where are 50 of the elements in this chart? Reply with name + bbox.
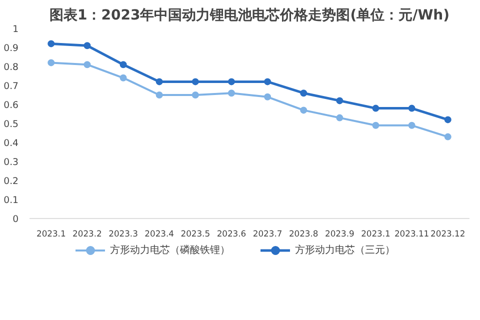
y-tick-label: 0	[12, 214, 19, 225]
y-tick-label: 0.4	[4, 138, 19, 149]
point	[408, 122, 416, 129]
chart-title: 图表1：2023年中国动力锂电池电芯价格走势图(单位：元/Wh)	[49, 8, 450, 24]
x-tick-label: 2023.7	[252, 228, 282, 238]
point	[264, 93, 272, 100]
x-tick-label: 2023.11	[394, 228, 430, 238]
x-tick-label: 2023.9	[325, 228, 354, 238]
point	[156, 78, 163, 86]
point	[156, 92, 163, 98]
point	[372, 104, 380, 112]
x-tick-label: 2023.8	[288, 228, 318, 238]
y-tick-label: 0.9	[4, 43, 19, 54]
point	[300, 106, 308, 114]
y-tick-label: 0.2	[4, 176, 19, 187]
point	[264, 78, 272, 86]
point	[120, 74, 127, 82]
y-tick-label: 0.8	[4, 62, 19, 73]
point	[48, 40, 55, 48]
point	[336, 97, 344, 104]
x-tick-label: 2023.1	[361, 228, 390, 238]
point	[192, 92, 199, 98]
point	[444, 133, 452, 140]
x-tick-label: 2023.3	[108, 228, 138, 238]
x-tick-label: 2023.4	[144, 228, 174, 238]
point	[444, 116, 452, 124]
x-tick-label: 2023.12	[430, 228, 466, 238]
x-tick-label: 2023.5	[180, 228, 210, 238]
point	[48, 59, 55, 66]
x-tick-label: 2023.6	[216, 228, 246, 238]
y-tick-label: 0.5	[4, 119, 19, 130]
y-tick-label: 0.6	[4, 100, 19, 111]
point	[84, 42, 91, 50]
x-tick-label: 2023.2	[72, 228, 102, 238]
y-tick-label: 1	[12, 24, 19, 35]
y-tick-label: 0.7	[4, 81, 19, 92]
point	[408, 104, 416, 112]
point	[228, 90, 235, 97]
point	[228, 78, 235, 86]
point	[372, 122, 380, 129]
y-tick-label: 0.3	[4, 157, 19, 168]
point	[300, 90, 308, 97]
y-tick-label: 0.1	[4, 195, 19, 206]
point	[120, 61, 127, 68]
legend-label: 方形动力电芯（三元）	[295, 244, 395, 257]
x-tick-label: 2023.1	[36, 228, 66, 238]
point	[336, 114, 344, 122]
point	[192, 78, 199, 86]
legend-label: 方形动力电芯（磷酸铁锂）	[110, 244, 230, 257]
point	[84, 61, 91, 68]
